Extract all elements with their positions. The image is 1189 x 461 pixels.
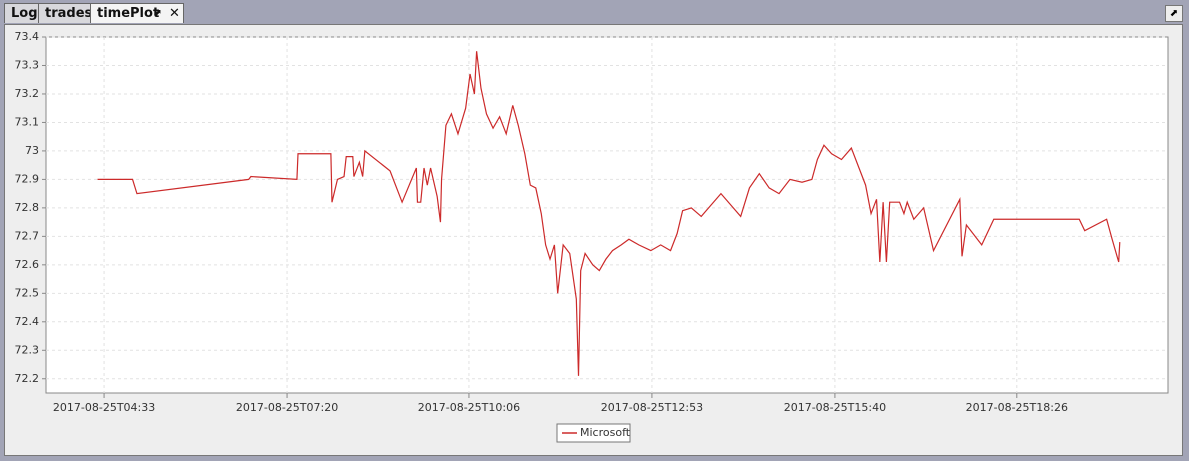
y-tick-label: 73.4 xyxy=(15,30,40,43)
legend-label: Microsoft xyxy=(580,426,631,439)
legend xyxy=(556,423,631,443)
close-icon[interactable]: ✕ xyxy=(169,6,180,21)
tab-active[interactable]: timePlot ⬈ ✕ xyxy=(90,3,184,23)
y-tick-label: 72.4 xyxy=(15,315,40,328)
undock-button[interactable]: ⬈ xyxy=(1165,5,1183,22)
x-tick-label: 2017-08-25T15:40 xyxy=(784,401,886,414)
plot-area xyxy=(45,36,1169,394)
y-tick-label: 72.3 xyxy=(15,343,40,356)
x-tick-label: 2017-08-25T10:06 xyxy=(418,401,520,414)
tab-label: timePlot xyxy=(97,6,160,21)
y-tick-label: 73.2 xyxy=(15,87,40,100)
y-tick-label: 72.5 xyxy=(15,286,40,299)
y-tick-label: 73.3 xyxy=(15,58,40,71)
x-tick-label: 2017-08-25T18:26 xyxy=(966,401,1068,414)
tab-bar: Log trades timePlot ⬈ ✕ ⬈ xyxy=(0,0,1189,24)
y-tick-label: 72.6 xyxy=(15,258,40,271)
tab[interactable]: trades xyxy=(38,3,92,23)
y-tick-label: 72.9 xyxy=(15,172,40,185)
undock-icon[interactable]: ⬈ xyxy=(153,8,162,19)
x-tick-label: 2017-08-25T07:20 xyxy=(236,401,338,414)
y-tick-label: 72.7 xyxy=(15,229,40,242)
data-line xyxy=(97,51,1121,376)
x-tick-label: 2017-08-25T12:53 xyxy=(601,401,703,414)
x-tick-label: 2017-08-25T04:33 xyxy=(53,401,155,414)
y-tick-label: 73 xyxy=(25,144,39,157)
y-tick-label: 72.8 xyxy=(15,201,40,214)
y-tick-label: 72.2 xyxy=(15,372,40,385)
y-tick-label: 73.1 xyxy=(15,115,40,128)
